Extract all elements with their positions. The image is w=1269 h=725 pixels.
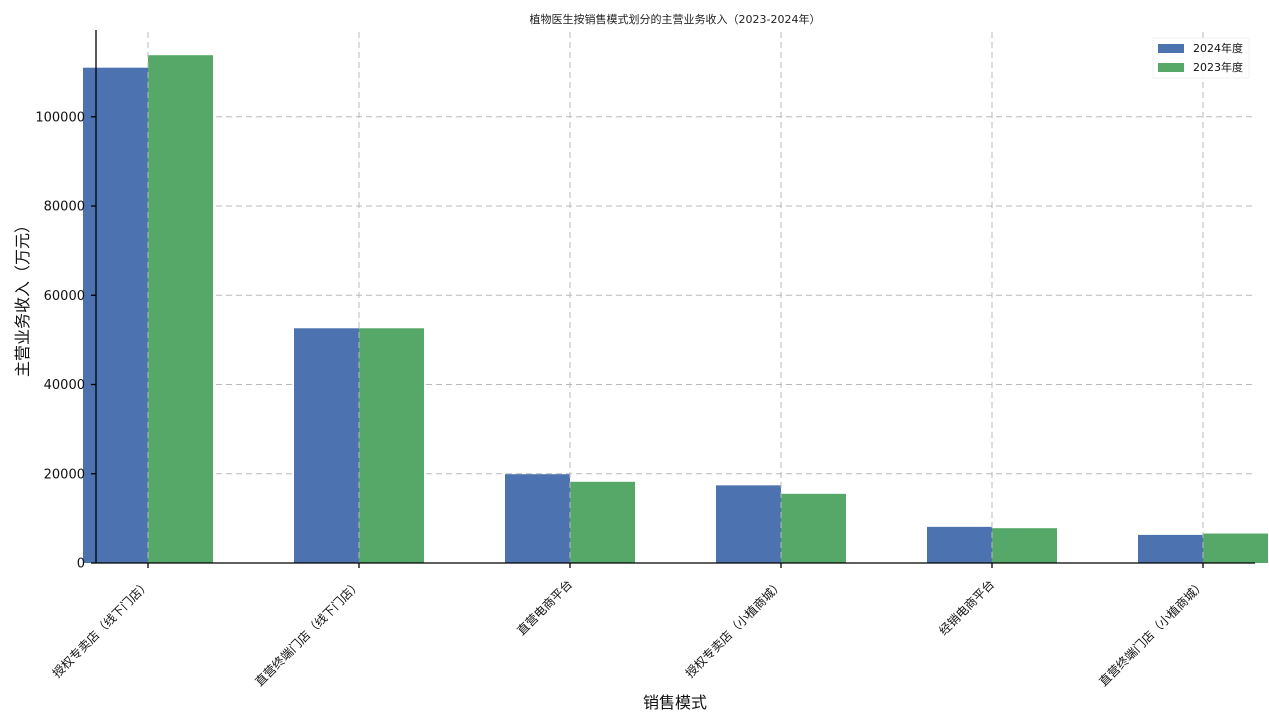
legend-label: 2024年度 xyxy=(1193,41,1243,55)
y-axis-label: 主营业务收入（万元） xyxy=(13,217,32,377)
x-tick-labels: 授权专卖店（线下门店） 直营终端门店（线下门店） 直营电商平台 授权专卖店（小植商城）… xyxy=(49,577,1208,689)
x-tick-label: 直营终端门店（小植商城） xyxy=(1096,577,1208,689)
bar-series-2 xyxy=(992,528,1057,563)
bar-series-1 xyxy=(505,474,570,563)
bar-series-2 xyxy=(570,481,635,563)
bar-series-2 xyxy=(359,328,424,563)
y-tick-label: 100000 xyxy=(35,110,85,125)
x-axis-label: 销售模式 xyxy=(643,693,707,712)
legend-swatch xyxy=(1158,63,1184,72)
legend: 2024年度 2023年度 xyxy=(1152,37,1250,79)
x-tick-label: 经销电商平台 xyxy=(936,577,998,639)
x-tick-label: 直营终端门店（线下门店） xyxy=(252,577,364,689)
bar-series-1 xyxy=(294,328,359,563)
bar-series-2 xyxy=(781,493,846,563)
bars xyxy=(83,32,1268,563)
bar-series-2 xyxy=(148,55,213,563)
legend-swatch xyxy=(1158,44,1184,53)
bar-series-1 xyxy=(716,485,781,563)
y-tick-label: 80000 xyxy=(44,200,85,215)
bar-series-1 xyxy=(927,526,992,563)
x-tick-label: 授权专卖店（小植商城） xyxy=(682,577,786,681)
y-tick-label: 20000 xyxy=(44,467,85,482)
y-tick-labels: 0 20000 40000 60000 80000 100000 xyxy=(35,110,85,571)
bar-series-1 xyxy=(83,67,148,563)
chart-title: 植物医生按销售模式划分的主营业务收入（2023-2024年） xyxy=(530,12,821,26)
y-tick-label: 0 xyxy=(77,557,85,572)
y-tick-label: 60000 xyxy=(44,289,85,304)
axes xyxy=(91,30,1255,568)
x-tick-label: 直营电商平台 xyxy=(514,577,576,639)
legend-label: 2023年度 xyxy=(1193,60,1243,74)
x-tick-label: 授权专卖店（线下门店） xyxy=(49,577,153,681)
bar-series-1 xyxy=(1138,534,1203,563)
gridlines xyxy=(96,116,1255,475)
bar-series-2 xyxy=(1203,533,1268,563)
y-tick-label: 40000 xyxy=(44,378,85,393)
